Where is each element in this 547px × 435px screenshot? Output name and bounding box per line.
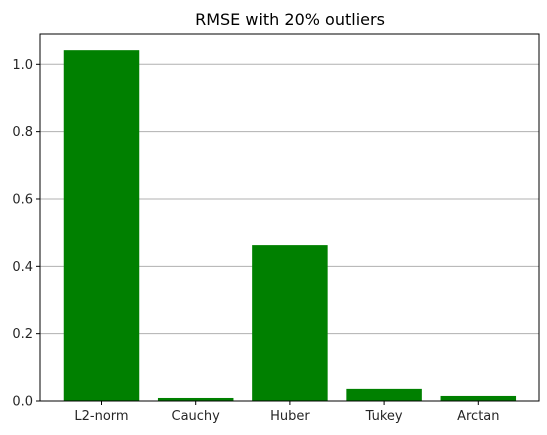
chart-title: RMSE with 20% outliers (195, 10, 385, 29)
bar-cauchy (157, 397, 234, 401)
y-tick-label: 1.0 (12, 58, 33, 73)
plot-frame (39, 33, 540, 402)
bar-l2-norm (63, 50, 140, 401)
x-tick-label: Cauchy (172, 409, 221, 424)
y-tick-label: 0.6 (12, 192, 33, 207)
x-axis-ticks: L2-norm Cauchy Huber Tukey Arctan (74, 401, 500, 424)
x-tick-label: L2-norm (74, 409, 128, 424)
bars (63, 50, 517, 401)
y-axis-ticks: 0.0 0.2 0.4 0.6 0.8 1.0 (12, 58, 40, 410)
bar-arctan (440, 395, 517, 401)
x-tick-label: Tukey (365, 409, 403, 424)
bar-tukey (346, 388, 422, 401)
bar-huber (252, 245, 328, 401)
y-tick-label: 0.8 (12, 125, 33, 140)
x-tick-label: Arctan (457, 409, 499, 424)
x-tick-label: Huber (270, 409, 310, 424)
y-tick-label: 0.2 (12, 327, 33, 342)
y-tick-label: 0.4 (12, 260, 33, 275)
y-tick-label: 0.0 (12, 395, 33, 410)
